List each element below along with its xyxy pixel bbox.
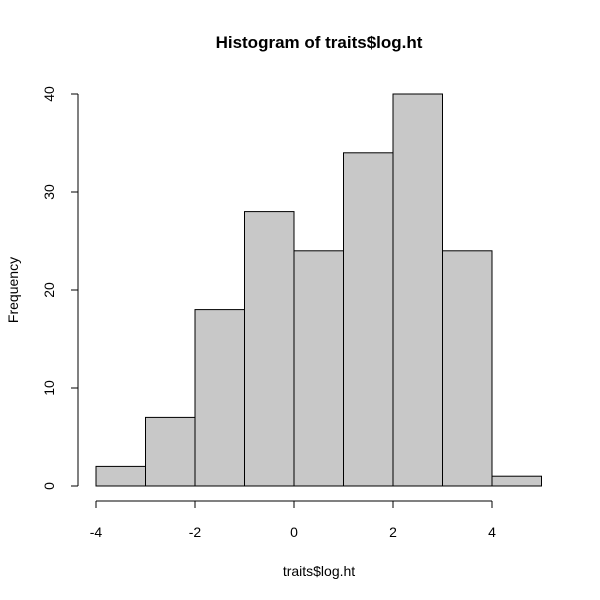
histogram-bar (145, 416, 196, 487)
histogram-bar (95, 465, 146, 487)
histogram-bar (244, 211, 295, 487)
y-tick-label: 30 (41, 184, 57, 200)
histogram-bar (491, 475, 542, 487)
x-tick-label: 0 (290, 524, 298, 540)
histogram-bars (95, 93, 542, 487)
x-axis-label: traits$log.ht (283, 563, 355, 579)
histogram-bar (194, 309, 245, 487)
y-tick-label: 0 (41, 482, 57, 490)
y-axis: 0 10 20 30 40 (41, 86, 79, 490)
x-tick-label: 4 (488, 524, 496, 540)
y-tick-label: 20 (41, 282, 57, 298)
x-tick-label: -2 (189, 524, 202, 540)
x-tick-label: -4 (90, 524, 103, 540)
x-tick-label: 2 (389, 524, 397, 540)
chart-title: Histogram of traits$log.ht (216, 33, 423, 52)
histogram-bar (442, 250, 493, 487)
histogram-bar (293, 250, 344, 487)
histogram-bar (392, 93, 443, 487)
y-tick-label: 10 (41, 380, 57, 396)
y-axis-label: Frequency (5, 257, 21, 323)
x-axis: -4 -2 0 2 4 (90, 500, 496, 540)
y-tick-label: 40 (41, 86, 57, 102)
histogram-bar (343, 152, 394, 487)
